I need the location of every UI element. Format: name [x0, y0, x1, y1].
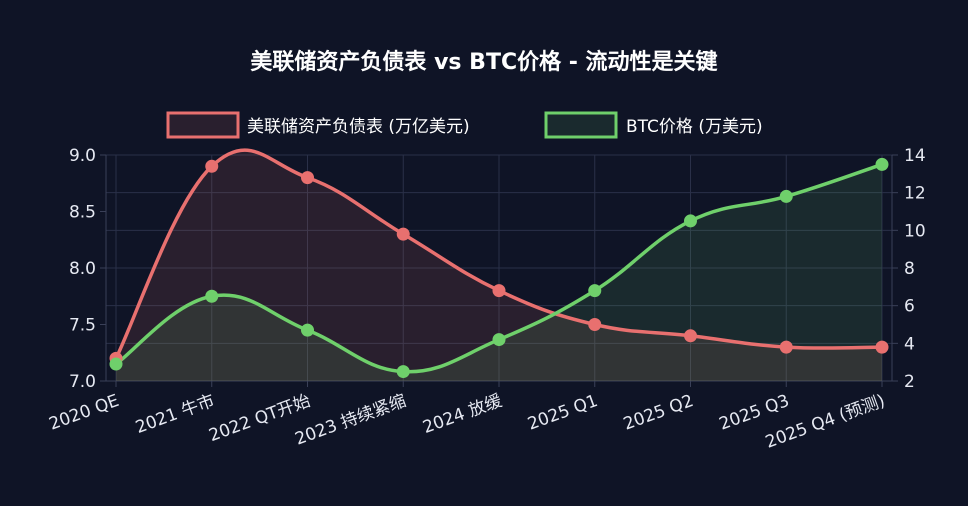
y-left-tick-label: 7.5: [69, 316, 96, 336]
y-axis-right: 2 4 6 8 10 12 14: [892, 146, 926, 392]
data-point-fed-balance[interactable]: [779, 340, 793, 354]
data-point-btc-price[interactable]: [875, 157, 889, 171]
legend: 美联储资产负债表 (万亿美元) BTC价格 (万美元): [166, 111, 763, 139]
legend-item-fed-balance[interactable]: 美联储资产负债表 (万亿美元): [166, 111, 470, 139]
y-right-tick-label: 6: [904, 297, 915, 317]
data-point-fed-balance[interactable]: [205, 159, 219, 173]
y-axis-left: 7.0 7.5 8.0 8.5 9.0: [69, 146, 106, 392]
y-left-tick-label: 8.0: [69, 259, 96, 279]
series-area-btc-price: [116, 164, 882, 381]
x-tick-label: 2020 QE: [46, 391, 121, 435]
y-left-tick-label: 9.0: [69, 146, 96, 166]
data-point-btc-price[interactable]: [779, 189, 793, 203]
y-right-tick-label: 10: [904, 221, 926, 241]
series-area-fed-balance: [116, 150, 882, 381]
x-tick-label: 2023 持续紧缩: [292, 391, 408, 450]
x-tick-label: 2025 Q1: [525, 391, 600, 435]
data-point-btc-price[interactable]: [205, 289, 219, 303]
series-points: [109, 157, 889, 379]
y-left-tick-label: 8.5: [69, 203, 96, 223]
data-point-fed-balance[interactable]: [875, 340, 889, 354]
y-right-tick-label: 4: [904, 334, 915, 354]
data-point-btc-price[interactable]: [684, 214, 697, 228]
data-point-btc-price[interactable]: [301, 323, 314, 337]
data-point-fed-balance[interactable]: [492, 284, 506, 298]
legend-label-fed-balance: 美联储资产负债表 (万亿美元): [247, 117, 470, 137]
x-tick-label: 2025 Q2: [621, 391, 696, 435]
y-right-tick-label: 2: [904, 372, 915, 392]
x-tick-label: 2024 放缓: [420, 391, 505, 438]
data-point-fed-balance[interactable]: [301, 171, 314, 185]
data-point-fed-balance[interactable]: [396, 227, 410, 241]
data-point-btc-price[interactable]: [109, 357, 123, 371]
legend-label-btc-price: BTC价格 (万美元): [626, 117, 763, 137]
x-tick-label: 2021 牛市: [133, 391, 218, 438]
series-areas: [116, 150, 882, 381]
legend-item-btc-price[interactable]: BTC价格 (万美元): [544, 111, 763, 139]
data-point-btc-price[interactable]: [396, 365, 410, 379]
y-right-tick-label: 8: [904, 259, 915, 279]
y-right-tick-label: 12: [904, 184, 926, 204]
chart-title: 美联储资产负债表 vs BTC价格 - 流动性是关键: [250, 49, 717, 75]
legend-swatch-fed-balance: [166, 111, 240, 139]
legend-swatch-btc-price: [544, 111, 618, 139]
data-point-btc-price[interactable]: [588, 284, 602, 298]
y-left-tick-label: 7.0: [69, 372, 96, 392]
y-right-tick-label: 14: [904, 146, 926, 166]
data-point-fed-balance[interactable]: [588, 318, 602, 331]
data-point-fed-balance[interactable]: [684, 329, 697, 343]
data-point-btc-price[interactable]: [492, 333, 506, 347]
